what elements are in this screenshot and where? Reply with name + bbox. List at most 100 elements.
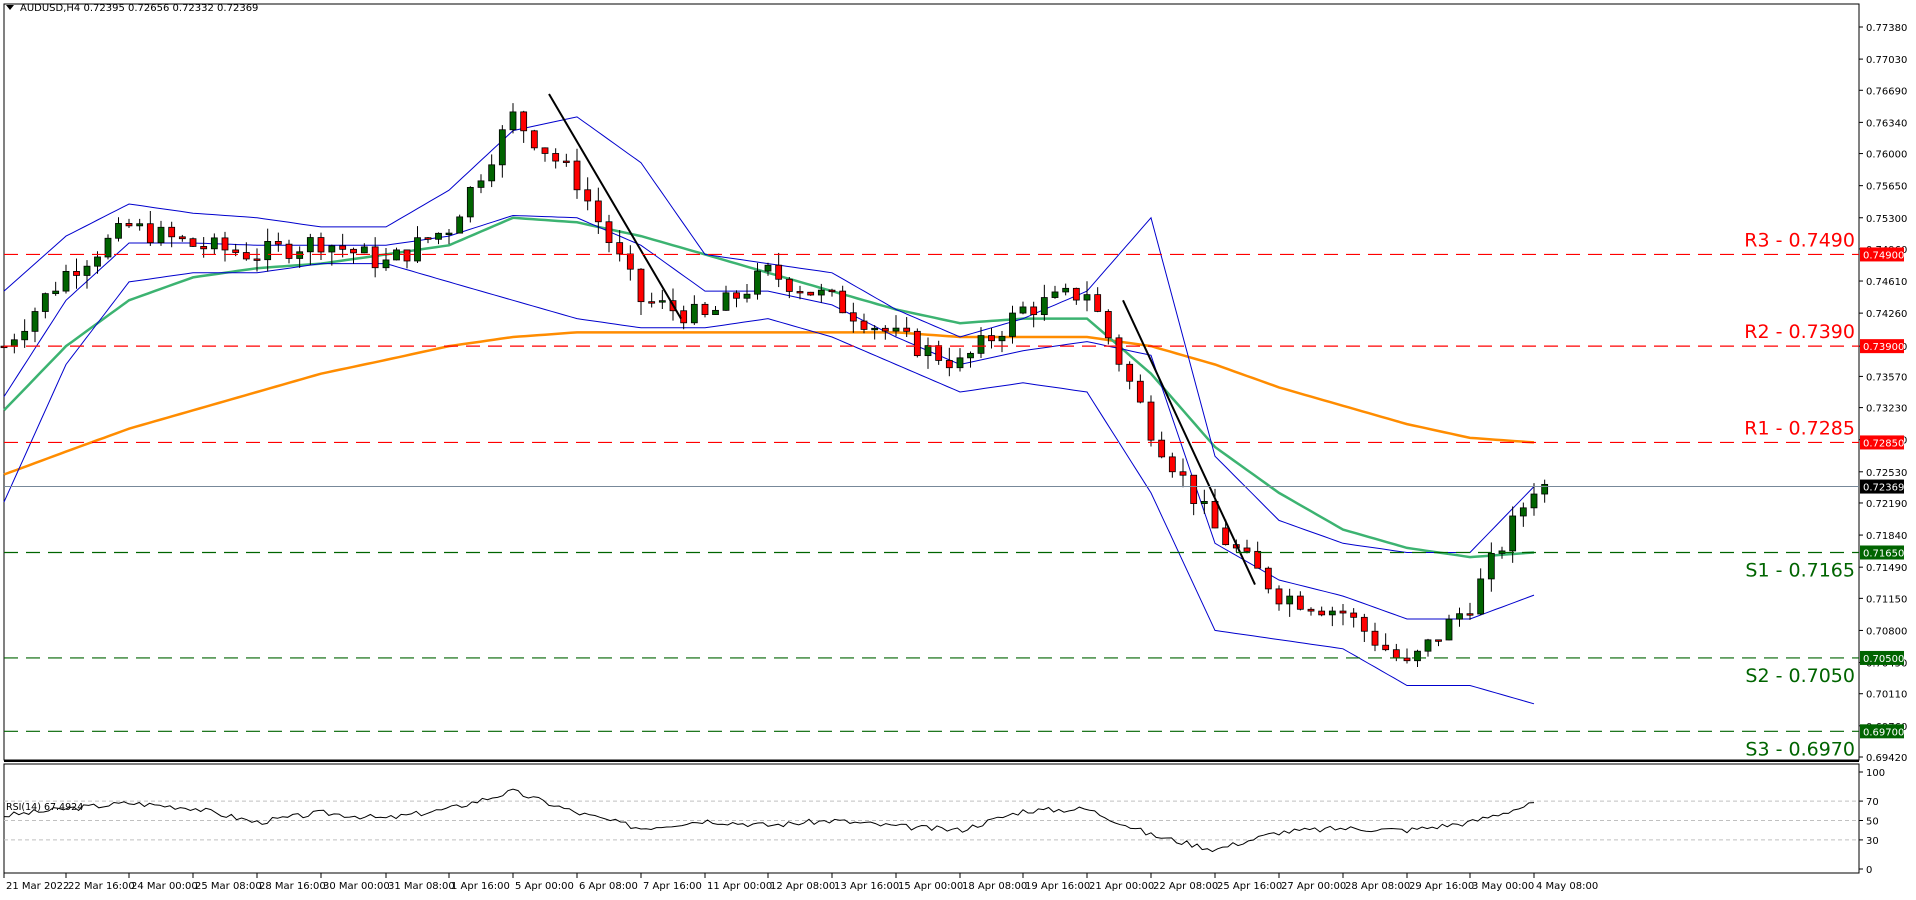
bear-candle[interactable] [680, 310, 688, 324]
bear-candle[interactable] [903, 327, 911, 332]
bear-candle[interactable] [1136, 380, 1144, 403]
bear-candle[interactable] [1190, 474, 1198, 504]
bull-candle[interactable] [1009, 312, 1016, 337]
bull-candle[interactable] [977, 335, 985, 354]
bear-candle[interactable] [1350, 612, 1358, 618]
bear-candle[interactable] [1339, 610, 1347, 614]
bull-candle[interactable] [210, 237, 218, 250]
bull-candle[interactable] [722, 292, 730, 311]
bear-candle[interactable] [807, 291, 815, 296]
bear-candle[interactable] [232, 249, 240, 253]
bear-candle[interactable] [1168, 456, 1176, 473]
bull-candle[interactable] [1040, 297, 1048, 316]
bear-candle[interactable] [1094, 294, 1102, 312]
bear-candle[interactable] [1179, 471, 1187, 476]
bull-candle[interactable] [1509, 515, 1517, 552]
bull-candle[interactable] [115, 223, 122, 239]
trendline[interactable] [548, 93, 682, 320]
bear-candle[interactable] [1392, 649, 1400, 659]
bear-candle[interactable] [796, 291, 804, 294]
bull-candle[interactable] [1445, 618, 1453, 641]
bull-candle[interactable] [1019, 306, 1027, 314]
bear-candle[interactable] [1360, 616, 1368, 632]
bear-candle[interactable] [1158, 439, 1166, 458]
bear-candle[interactable] [913, 330, 921, 357]
bear-candle[interactable] [1275, 588, 1283, 605]
bull-candle[interactable] [817, 289, 825, 296]
bull-candle[interactable] [104, 237, 112, 258]
bull-candle[interactable] [743, 293, 751, 299]
bear-candle[interactable] [839, 290, 847, 314]
bear-candle[interactable] [881, 327, 889, 332]
bear-candle[interactable] [1307, 608, 1315, 612]
bear-candle[interactable] [221, 237, 229, 251]
bear-candle[interactable] [1104, 311, 1112, 339]
bull-candle[interactable] [1519, 507, 1527, 517]
bull-candle[interactable] [1414, 650, 1421, 662]
bear-candle[interactable] [242, 252, 250, 260]
bull-candle[interactable] [1200, 501, 1208, 504]
bull-candle[interactable] [41, 293, 49, 312]
bull-candle[interactable] [264, 241, 272, 261]
bear-candle[interactable] [189, 238, 197, 247]
bear-candle[interactable] [541, 147, 549, 154]
bull-candle[interactable] [414, 237, 421, 262]
bull-candle[interactable] [892, 327, 900, 332]
bear-candle[interactable] [339, 245, 347, 250]
bull-candle[interactable] [871, 327, 879, 331]
bear-candle[interactable] [1371, 630, 1379, 646]
bull-candle[interactable] [31, 311, 39, 332]
bull-candle[interactable] [1530, 493, 1538, 509]
bear-candle[interactable] [1115, 337, 1123, 365]
bear-candle[interactable] [1243, 547, 1251, 552]
bear-candle[interactable] [285, 243, 293, 259]
bull-candle[interactable] [1286, 595, 1294, 605]
bull-candle[interactable] [62, 270, 70, 292]
bull-candle[interactable] [1051, 291, 1059, 298]
bull-candle[interactable] [136, 223, 144, 227]
bear-candle[interactable] [573, 160, 581, 191]
bear-candle[interactable] [1382, 644, 1390, 651]
bull-candle[interactable] [360, 246, 368, 254]
bull-candle[interactable] [498, 129, 506, 166]
bear-candle[interactable] [200, 246, 208, 250]
bull-candle[interactable] [382, 259, 390, 269]
bear-candle[interactable] [594, 200, 602, 223]
bear-candle[interactable] [648, 301, 656, 304]
bull-candle[interactable] [466, 186, 474, 218]
bull-candle[interactable] [157, 226, 165, 244]
bull-candle[interactable] [658, 300, 666, 303]
bear-candle[interactable] [1264, 567, 1272, 590]
bear-candle[interactable] [1126, 363, 1134, 382]
bull-candle[interactable] [306, 237, 314, 253]
bull-candle[interactable] [1424, 639, 1432, 652]
bull-candle[interactable] [1062, 287, 1070, 293]
bear-candle[interactable] [1222, 527, 1230, 546]
bear-candle[interactable] [637, 268, 645, 303]
bear-candle[interactable] [403, 249, 411, 262]
rsi-pane[interactable] [3, 763, 1860, 874]
bull-candle[interactable] [690, 303, 698, 324]
bear-candle[interactable] [860, 320, 868, 330]
bear-candle[interactable] [73, 270, 80, 276]
bear-candle[interactable] [1211, 501, 1219, 529]
bull-candle[interactable] [10, 339, 18, 347]
bear-candle[interactable] [616, 242, 624, 255]
bear-candle[interactable] [530, 130, 538, 149]
bull-candle[interactable] [456, 216, 464, 234]
trendline[interactable] [1122, 299, 1256, 586]
price-pane[interactable] [3, 3, 1860, 761]
bear-candle[interactable] [178, 236, 186, 240]
bear-candle[interactable] [1435, 639, 1442, 642]
bull-candle[interactable] [296, 251, 304, 259]
collapse-triangle-icon[interactable] [6, 5, 14, 10]
bear-candle[interactable] [1318, 610, 1326, 616]
bear-candle[interactable] [125, 223, 133, 227]
bull-candle[interactable] [998, 336, 1006, 342]
bear-candle[interactable] [317, 237, 325, 253]
bull-candle[interactable] [488, 164, 496, 182]
bull-candle[interactable] [1328, 610, 1336, 616]
bear-candle[interactable] [775, 264, 783, 280]
